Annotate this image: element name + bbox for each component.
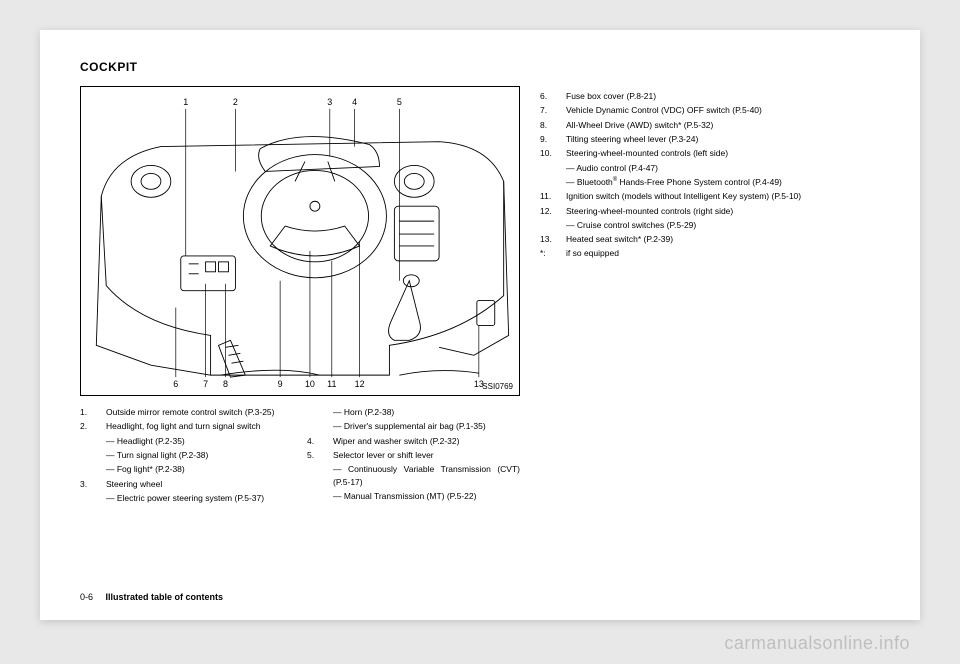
watermark: carmanualsonline.info [724, 633, 910, 654]
callout-bottom-7: 7 [203, 379, 208, 389]
legend-item: 6. Fuse box cover (P.8-21) [540, 90, 880, 102]
manual-page: COCKPIT [40, 30, 920, 620]
legend-item-text: Heated seat switch* (P.2-39) [566, 233, 673, 245]
legend-item-text: Ignition switch (models without Intellig… [566, 190, 801, 202]
legend-item-num: 9. [540, 133, 554, 145]
legend-subitem: — Bluetooth® Hands-Free Phone System con… [566, 176, 880, 188]
page-number: 0-6 [80, 592, 93, 602]
callout-top-2: 2 [233, 97, 238, 107]
callout-top-1: 1 [183, 97, 188, 107]
left-column: 1 2 3 4 5 6 7 [80, 86, 520, 506]
section-title: Illustrated table of contents [106, 592, 224, 602]
legend-subitem: — Driver's supplemental air bag (P.1-35) [333, 420, 520, 432]
legend-item-text: Wiper and washer switch (P.2-32) [333, 435, 459, 447]
legend-col-2: — Horn (P.2-38) — Driver's supplemental a… [307, 406, 520, 506]
legend-item: 3. Steering wheel [80, 478, 293, 490]
legend-item-num: 8. [540, 119, 554, 131]
legend-item-text: Outside mirror remote control switch (P.… [106, 406, 274, 418]
content-area: 1 2 3 4 5 6 7 [80, 86, 880, 506]
legend-item-text: if so equipped [566, 247, 619, 259]
callout-top-4: 4 [352, 97, 357, 107]
legend-item: 10. Steering-wheel-mounted controls (left… [540, 147, 880, 159]
legend-subitem: — Audio control (P.4-47) [566, 162, 880, 174]
legend-item-text: Steering-wheel-mounted controls (right s… [566, 205, 733, 217]
callout-bottom-10: 10 [305, 379, 315, 389]
callout-bottom-6: 6 [173, 379, 178, 389]
callout-bottom-12: 12 [355, 379, 365, 389]
legend-item-num: 4. [307, 435, 321, 447]
legend-item-num: 10. [540, 147, 554, 159]
legend-subitem: — Continuously Variable Transmission (CV… [333, 463, 520, 488]
legend-item-num: 11. [540, 190, 554, 202]
legend-item-text: Headlight, fog light and turn signal swi… [106, 420, 261, 432]
page-title: COCKPIT [80, 60, 880, 74]
page-footer: 0-6 Illustrated table of contents [80, 592, 223, 602]
callout-bottom-11: 11 [327, 379, 336, 389]
legend-bottom: 1. Outside mirror remote control switch (… [80, 406, 520, 506]
legend-item-num: 7. [540, 104, 554, 116]
legend-item-num: 2. [80, 420, 94, 432]
legend-subitem: — Manual Transmission (MT) (P.5-22) [333, 490, 520, 502]
legend-subitem: — Headlight (P.2-35) [106, 435, 293, 447]
legend-subitem: — Electric power steering system (P.5-37… [106, 492, 293, 504]
legend-subitem: — Fog light* (P.2-38) [106, 463, 293, 475]
legend-item-num: 1. [80, 406, 94, 418]
legend-item: 12. Steering-wheel-mounted controls (righ… [540, 205, 880, 217]
legend-subitem: — Turn signal light (P.2-38) [106, 449, 293, 461]
legend-item: 9. Tilting steering wheel lever (P.3-24) [540, 133, 880, 145]
legend-right: 6. Fuse box cover (P.8-21) 7. Vehicle Dynam… [540, 86, 880, 506]
legend-item: 2. Headlight, fog light and turn signal s… [80, 420, 293, 432]
legend-item-text: All-Wheel Drive (AWD) switch* (P.5-32) [566, 119, 713, 131]
legend-item-num: 6. [540, 90, 554, 102]
legend-item: 8. All-Wheel Drive (AWD) switch* (P.5-32) [540, 119, 880, 131]
legend-item: 7. Vehicle Dynamic Control (VDC) OFF swit… [540, 104, 880, 116]
legend-item: 4. Wiper and washer switch (P.2-32) [307, 435, 520, 447]
legend-item-num: *: [540, 247, 554, 259]
legend-item-text: Fuse box cover (P.8-21) [566, 90, 656, 102]
legend-item-text: Steering-wheel-mounted controls (left si… [566, 147, 728, 159]
legend-col-1: 1. Outside mirror remote control switch (… [80, 406, 293, 506]
legend-item: *: if so equipped [540, 247, 880, 259]
diagram-svg: 1 2 3 4 5 6 7 [81, 87, 519, 395]
callout-top-5: 5 [397, 97, 402, 107]
legend-item-num: 13. [540, 233, 554, 245]
legend-item-num: 3. [80, 478, 94, 490]
legend-subitem: — Horn (P.2-38) [333, 406, 520, 418]
legend-item-num: 12. [540, 205, 554, 217]
callout-top-3: 3 [327, 97, 332, 107]
legend-item: 5. Selector lever or shift lever [307, 449, 520, 461]
callout-bottom-9: 9 [278, 379, 283, 389]
legend-subitem: — Cruise control switches (P.5-29) [566, 219, 880, 231]
legend-item-text: Tilting steering wheel lever (P.3-24) [566, 133, 698, 145]
legend-item: 1. Outside mirror remote control switch (… [80, 406, 293, 418]
legend-item-text: Selector lever or shift lever [333, 449, 434, 461]
legend-item: 13. Heated seat switch* (P.2-39) [540, 233, 880, 245]
legend-item-text: Steering wheel [106, 478, 162, 490]
legend-item-num: 5. [307, 449, 321, 461]
legend-item-text: Vehicle Dynamic Control (VDC) OFF switch… [566, 104, 762, 116]
cockpit-diagram: 1 2 3 4 5 6 7 [80, 86, 520, 396]
legend-item: 11. Ignition switch (models without Intel… [540, 190, 880, 202]
callout-bottom-8: 8 [223, 379, 228, 389]
figure-id: SSI0769 [482, 382, 513, 391]
